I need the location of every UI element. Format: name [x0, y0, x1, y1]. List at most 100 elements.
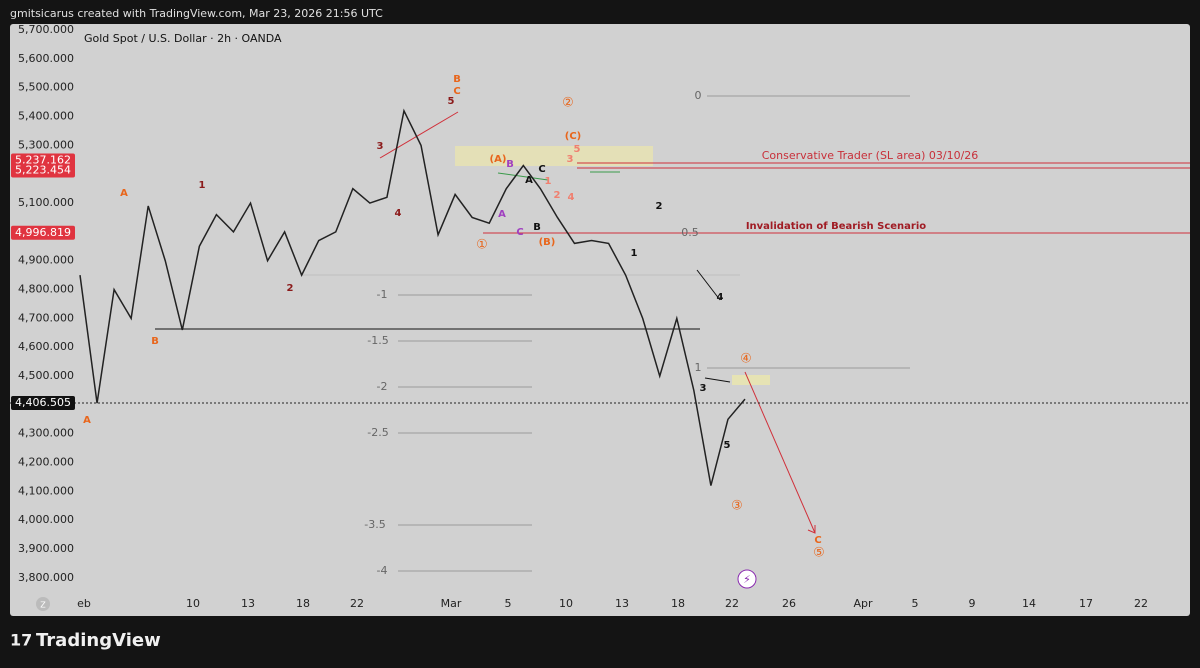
wave-label: C	[516, 227, 523, 238]
fib-label: -2	[377, 380, 388, 393]
y-tick-label: 4,500.000	[18, 369, 74, 382]
y-tick-label: 5,500.000	[18, 81, 74, 94]
fib-label: -1	[377, 288, 388, 301]
wave-label: (A)	[490, 154, 507, 165]
wave-label: A	[83, 415, 91, 426]
y-tick-label: 4,200.000	[18, 456, 74, 469]
x-tick-label: 18	[671, 597, 685, 610]
x-tick-label: Apr	[853, 597, 873, 610]
wave-label: 5	[724, 440, 731, 451]
x-tick-label: 18	[296, 597, 310, 610]
x-tick-label: 22	[1134, 597, 1148, 610]
wave-label: ⑤	[813, 546, 825, 561]
x-tick-label: 10	[559, 597, 573, 610]
fib-label: -1.5	[367, 334, 388, 347]
wave-label: B	[453, 74, 461, 85]
x-tick-label: 13	[615, 597, 629, 610]
wave-label: 2	[554, 190, 561, 201]
wave-label: A	[498, 209, 506, 220]
x-tick-label: 9	[969, 597, 976, 610]
wave-label: 2	[287, 283, 294, 294]
wave-label: 1	[545, 176, 552, 187]
fib-label: 1	[695, 361, 702, 374]
price-label: 4,406.505	[15, 396, 71, 409]
y-tick-label: 3,800.000	[18, 571, 74, 584]
note: Conservative Trader (SL area) 03/10/26	[762, 149, 979, 162]
price-label: 5,223.454	[15, 163, 71, 176]
wave-label: C	[538, 164, 545, 175]
y-tick-label: 4,800.000	[18, 283, 74, 296]
fib-label: -2.5	[367, 426, 388, 439]
levels	[379, 111, 1190, 534]
x-tick-label: 5	[505, 597, 512, 610]
y-tick-label: 5,300.000	[18, 138, 74, 151]
wave-label: B	[533, 222, 541, 233]
y-tick-label: 3,900.000	[18, 542, 74, 555]
wave-label: C	[453, 86, 460, 97]
note: Invalidation of Bearish Scenario	[746, 221, 926, 232]
y-tick-label: 4,700.000	[18, 311, 74, 324]
x-tick-label: 22	[725, 597, 739, 610]
brand: TradingView	[36, 630, 161, 651]
x-tick-label: 17	[1079, 597, 1093, 610]
fib-label: -4	[377, 564, 388, 577]
y-tick-label: 4,900.000	[18, 254, 74, 267]
wave-label: C	[814, 535, 821, 546]
x-tick-label: 5	[912, 597, 919, 610]
wave-label: B	[151, 336, 159, 347]
price-label: 4,996.819	[15, 226, 71, 239]
event-icon[interactable]	[737, 569, 757, 589]
top-bar: gmitsicarus created with TradingView.com…	[10, 7, 383, 20]
x-tick-label: 22	[350, 597, 364, 610]
plot: 5,700.000 5,600.000 5,500.000 5,400.000 5,30…	[11, 23, 1148, 610]
y-tick-label: 5,600.000	[18, 52, 74, 65]
price-line	[79, 108, 746, 486]
wave-label: ①	[476, 238, 488, 253]
wave-label: 4	[395, 208, 402, 219]
y-tick-label: 4,300.000	[18, 427, 74, 440]
y-tick-label: 5,400.000	[18, 110, 74, 123]
fib-label: 0.5	[681, 226, 699, 239]
x-tick-label: eb	[77, 597, 91, 610]
wave-label: A	[525, 175, 533, 186]
price-label: 5,237.162	[15, 154, 71, 167]
x-tick-label: 13	[241, 597, 255, 610]
wave-label: 3	[377, 141, 384, 152]
wave-label: 1	[631, 248, 638, 259]
drawings	[155, 171, 731, 383]
wave-label: B	[506, 159, 514, 170]
annotations: A 1 B A 2 3 4 5 B C ① ② (A) B A C 1 A C …	[83, 74, 978, 561]
zone	[455, 146, 653, 166]
fib-label: -3.5	[364, 518, 385, 531]
wave-label: 3	[567, 154, 574, 165]
event-icon-glyph: ⚡	[743, 573, 751, 586]
price-label-box	[11, 163, 75, 178]
brand-logo: 17	[10, 631, 32, 650]
fib-lines	[300, 95, 910, 572]
fib-label: 0	[695, 89, 702, 102]
y-tick-label: 5,700.000	[18, 23, 74, 36]
wave-label: ④	[740, 352, 752, 367]
zone	[732, 375, 770, 385]
y-tick-label: 5,100.000	[18, 196, 74, 209]
wave-label: 4	[717, 292, 724, 303]
wave-label: A	[120, 188, 128, 199]
zoom-icon[interactable]	[36, 597, 50, 611]
x-tick-label: Mar	[441, 597, 462, 610]
wave-label: ②	[562, 96, 574, 111]
chart-panel	[10, 24, 1190, 616]
wave-label: 4	[568, 192, 575, 203]
wave-label: 5	[574, 144, 581, 155]
y-tick-label: 4,600.000	[18, 340, 74, 353]
wave-label: (C)	[565, 131, 581, 142]
wave-label: (B)	[539, 237, 556, 248]
wave-label: 1	[199, 180, 206, 191]
x-tick-label: 14	[1022, 597, 1036, 610]
chart-title: Gold Spot / U.S. Dollar · 2h · OANDA	[84, 32, 282, 45]
zoom-icon-glyph: Z	[40, 601, 46, 610]
y-tick-label: 4,000.000	[18, 513, 74, 526]
wave-label: 5	[448, 96, 455, 107]
price-label-box	[11, 225, 75, 240]
